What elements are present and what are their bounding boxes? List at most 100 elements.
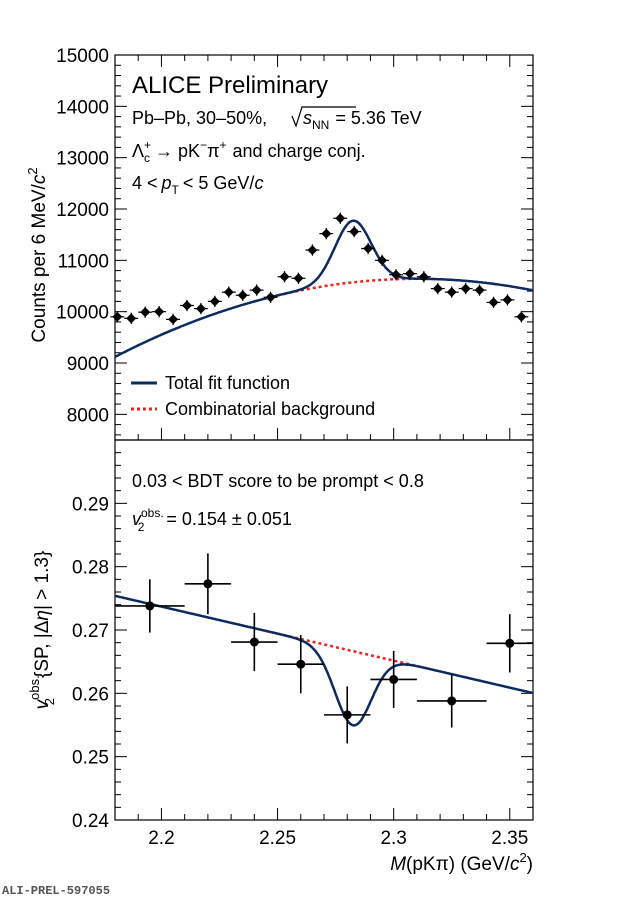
top-data-point [265, 292, 276, 303]
top-y-tick-label: 11000 [58, 251, 109, 272]
top-data-points [110, 212, 529, 326]
top-data-point [488, 297, 499, 308]
bottom-y-axis-title: vobs.2 {SP, |Δη| > 1.3} [27, 551, 57, 710]
bdt-score-label: 0.03 < BDT score to be prompt < 0.8 [132, 471, 424, 491]
top-data-point [516, 311, 527, 322]
v2-value: = 0.154 ± 0.051 [166, 509, 291, 529]
top-data-point [209, 296, 220, 307]
top-data-point [154, 306, 165, 317]
top-data-point [279, 271, 290, 282]
bottom-y-tick-label: 0.29 [72, 494, 109, 515]
top-data-point [251, 285, 262, 296]
bottom-data-points [115, 553, 533, 744]
top-data-point [335, 213, 346, 224]
top-y-axis-title: Counts per 6 MeV/c2 [25, 167, 50, 342]
pt-pre: 4 < [132, 173, 158, 193]
top-data-point [112, 311, 123, 322]
system-s: s [303, 108, 312, 128]
top-y-tick-label: 8000 [67, 405, 109, 426]
bottom-data-point [505, 638, 515, 648]
xlabel-close: ) [527, 854, 533, 875]
top-data-point [307, 245, 318, 256]
experiment-label: ALICE Preliminary [132, 72, 328, 99]
bottom-ylabel-sup: obs. [27, 675, 42, 700]
top-data-point [168, 314, 179, 325]
pt-p: p [161, 173, 172, 193]
pt-range-label: 4 < pT < 5 GeV/c [132, 173, 263, 197]
preliminary-figure-id: ALI-PREL-597055 [2, 884, 111, 898]
decay-plus-sup: + [144, 138, 151, 152]
decay-channel-label: Λ+ c → pK−π+ and charge conj. [132, 138, 366, 165]
top-data-point [502, 294, 513, 305]
v2-sub: 2 [138, 520, 145, 534]
top-y-tick-label: 15000 [56, 46, 109, 67]
top-data-point [404, 268, 415, 279]
bottom-ylabel-rest: {SP, |Δ [32, 620, 53, 678]
bottom-panel-frame [114, 439, 534, 821]
top-data-point [349, 226, 360, 237]
x-tick-label: 2.25 [259, 828, 296, 849]
x-tick-label: 2.2 [148, 828, 174, 849]
top-total-fit-curve [114, 219, 534, 359]
decay-pi: π [207, 141, 219, 161]
bottom-data-point [342, 710, 352, 720]
bottom-data-point [203, 579, 213, 589]
sqrt-content: sNN = 5.36 TeV [303, 108, 422, 132]
top-fit-curves [114, 219, 534, 359]
bottom-axis-ticks: 0.24 0.25 0.26 0.27 0.28 0.29 2.2 2.25 2.3 2.35 [72, 452, 534, 849]
legend-background-label: Combinatorial background [165, 399, 375, 419]
top-ylabel-main: Counts per 6 MeV/ [29, 183, 50, 342]
top-data-point [377, 255, 388, 266]
top-data-point [237, 290, 248, 301]
pt-sub: T [172, 183, 180, 197]
xlabel-c: c [510, 854, 520, 875]
bottom-data-point [389, 674, 399, 684]
xlabel-open: (pKπ) (GeV/ [406, 854, 511, 875]
top-data-point [418, 271, 429, 282]
x-tick-label: 2.3 [380, 828, 406, 849]
top-axis-ticks: 8000 9000 10000 11000 12000 13000 14000 15000 [56, 46, 534, 440]
top-data-point [321, 228, 332, 239]
bottom-y-tick-label: 0.27 [72, 621, 109, 642]
v2-sup: obs. [141, 506, 164, 520]
decay-c-sub: c [144, 151, 150, 165]
decay-post: and charge conj. [233, 141, 366, 161]
top-y-tick-label: 12000 [56, 200, 109, 221]
bottom-background-curve [265, 629, 429, 670]
top-data-point [223, 287, 234, 298]
x-tick-label: 2.35 [491, 828, 528, 849]
pt-c: c [254, 173, 263, 193]
figure-canvas: 8000 9000 10000 11000 12000 13000 14000 15000 0… [25, 46, 534, 875]
bottom-y-tick-label: 0.26 [72, 684, 109, 705]
decay-lambda: Λ [132, 141, 144, 161]
system-post: = 5.36 TeV [335, 108, 421, 128]
bottom-ylabel-eta: η [32, 610, 53, 621]
legend-total-fit-label: Total fit function [165, 373, 290, 393]
bottom-data-point [249, 637, 259, 647]
top-data-point [363, 243, 374, 254]
collision-system-label: Pb–Pb, 30–50%, [132, 108, 267, 128]
decay-arrow: → pK [155, 141, 200, 161]
bottom-y-tick-label: 0.24 [72, 811, 109, 832]
top-data-point [432, 283, 443, 294]
top-data-point [390, 269, 401, 280]
bottom-fit-curves [114, 594, 534, 727]
pt-post: < 5 GeV/ [183, 173, 255, 193]
top-y-tick-label: 9000 [67, 354, 109, 375]
bottom-ylabel-sub: 2 [42, 698, 57, 705]
bottom-data-point [145, 601, 155, 611]
system-pre: Pb–Pb, 30–50%, [132, 108, 267, 128]
decay-pi-plus: + [220, 138, 227, 152]
bottom-total-fit-curve [114, 594, 534, 727]
legend: Total fit function Combinatorial backgro… [131, 373, 375, 419]
top-ylabel-sup: 2 [25, 167, 40, 174]
top-y-tick-label: 13000 [56, 149, 109, 170]
top-data-point [446, 287, 457, 298]
top-y-tick-label: 10000 [56, 303, 109, 324]
bottom-y-tick-label: 0.28 [72, 558, 109, 579]
sqrt-symbol [291, 106, 356, 128]
top-background-curve [253, 277, 441, 303]
top-data-point [293, 273, 304, 284]
xlabel-M: M [390, 854, 406, 875]
top-data-point [126, 313, 137, 324]
